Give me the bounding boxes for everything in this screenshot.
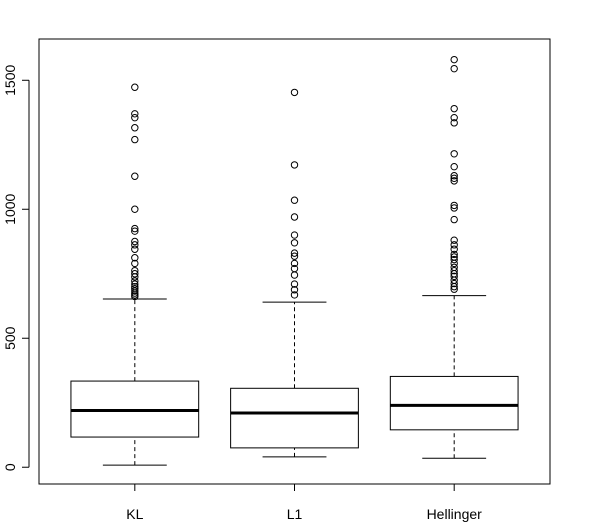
y-axis: 0 500 1000 1500	[2, 64, 30, 471]
x-tick-label: Hellinger	[427, 506, 483, 522]
outlier-point	[450, 172, 458, 180]
outlier-point	[290, 280, 299, 288]
outlier-point	[450, 204, 458, 212]
outlier-point	[290, 252, 299, 260]
outlier-point	[131, 237, 139, 246]
outlier-point	[131, 254, 139, 262]
outlier-point	[131, 287, 139, 295]
outlier-point	[290, 161, 299, 169]
outlier-point	[131, 280, 139, 288]
y-tick-label: 1000	[2, 193, 18, 224]
outlier-point	[450, 201, 458, 210]
outlier-point	[131, 172, 139, 180]
iqr-box	[230, 387, 359, 449]
outlier-point	[131, 259, 139, 268]
outlier-point	[131, 245, 139, 253]
y-tick-label: 1500	[2, 64, 18, 95]
outlier-point	[450, 177, 458, 185]
outlier-point	[450, 113, 458, 122]
outlier-point	[450, 162, 458, 171]
outlier-point	[131, 83, 139, 91]
plot-frame	[38, 38, 551, 485]
outlier-point	[450, 64, 458, 73]
iqr-box	[389, 375, 519, 431]
outlier-point	[131, 113, 139, 122]
y-tick-label: 0	[2, 463, 18, 471]
outlier-point	[450, 241, 458, 249]
outlier-point	[450, 272, 458, 281]
outlier-point	[290, 88, 299, 97]
outlier-point	[290, 231, 299, 239]
outlier-point	[131, 270, 139, 278]
outlier-point	[450, 253, 458, 261]
outlier-point	[131, 205, 139, 213]
outlier-point	[450, 174, 458, 183]
outlier-point	[450, 236, 458, 244]
outlier-point	[290, 264, 299, 273]
outlier-point	[450, 285, 458, 293]
outlier-point	[131, 285, 139, 293]
outlier-point	[131, 277, 139, 285]
outlier-point	[290, 291, 299, 299]
outlier-point	[131, 227, 139, 235]
outlier-point	[290, 239, 299, 247]
outlier-point	[131, 282, 139, 291]
outlier-point	[290, 286, 299, 294]
outlier-point	[131, 124, 139, 132]
outlier-point	[290, 271, 299, 279]
outlier-point	[131, 241, 139, 249]
outlier-point	[450, 250, 458, 259]
outlier-point	[290, 213, 299, 221]
outlier-point	[450, 255, 458, 264]
y-tick-label: 500	[2, 326, 18, 350]
boxes	[70, 55, 519, 466]
outlier-point	[131, 110, 139, 118]
box-group-kl	[70, 83, 200, 466]
outlier-point	[131, 266, 139, 275]
x-tick-label: L1	[287, 506, 303, 522]
outlier-point	[290, 196, 299, 204]
outlier-point	[290, 249, 299, 257]
outlier-point	[450, 263, 458, 272]
outlier-point	[450, 266, 458, 275]
x-tick-label: KL	[126, 506, 143, 522]
outlier-point	[450, 215, 458, 224]
x-axis: KL L1 Hellinger	[126, 483, 483, 522]
outlier-point	[450, 55, 458, 64]
outlier-point	[450, 245, 458, 253]
outlier-point	[450, 104, 458, 113]
outlier-point	[450, 119, 458, 127]
box-group-hellinger	[389, 55, 519, 459]
outlier-point	[131, 135, 139, 144]
outlier-point	[450, 279, 458, 288]
outlier-point	[450, 150, 458, 158]
outlier-point	[131, 224, 139, 233]
outlier-point	[290, 259, 299, 268]
box-group-l1	[230, 88, 359, 458]
